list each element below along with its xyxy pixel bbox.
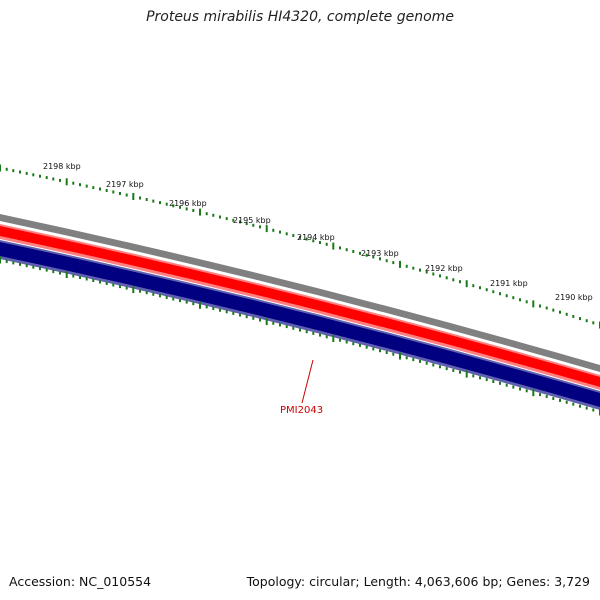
accession-label: Accession: NC_010554: [9, 574, 152, 589]
ruler-ticks: [0, 164, 600, 329]
reverse-strand-band: [0, 242, 600, 407]
gene-pointer-line: [301, 359, 314, 404]
kbp-label: 2194 kbp: [297, 233, 335, 242]
kbp-label: 2190 kbp: [555, 293, 593, 302]
ruler-labels: 2198 kbp 2197 kbp 2196 kbp 2195 kbp 2194…: [43, 162, 593, 302]
map-title: Proteus mirabilis HI4320, complete genom…: [146, 9, 454, 25]
kbp-label: 2198 kbp: [43, 162, 81, 171]
kbp-label: 2195 kbp: [233, 216, 271, 225]
backbone-band: [0, 214, 600, 372]
kbp-label: 2197 kbp: [106, 180, 144, 189]
kbp-label: 2192 kbp: [425, 264, 463, 273]
forward-strand-band: [0, 226, 600, 387]
kbp-label: 2196 kbp: [169, 199, 207, 208]
gene-label[interactable]: PMI2043: [280, 405, 323, 416]
genome-summary: Topology: circular; Length: 4,063,606 bp…: [246, 574, 590, 589]
lower-ticks: [0, 256, 600, 416]
kbp-label: 2191 kbp: [490, 279, 528, 288]
kbp-label: 2193 kbp: [361, 249, 399, 258]
